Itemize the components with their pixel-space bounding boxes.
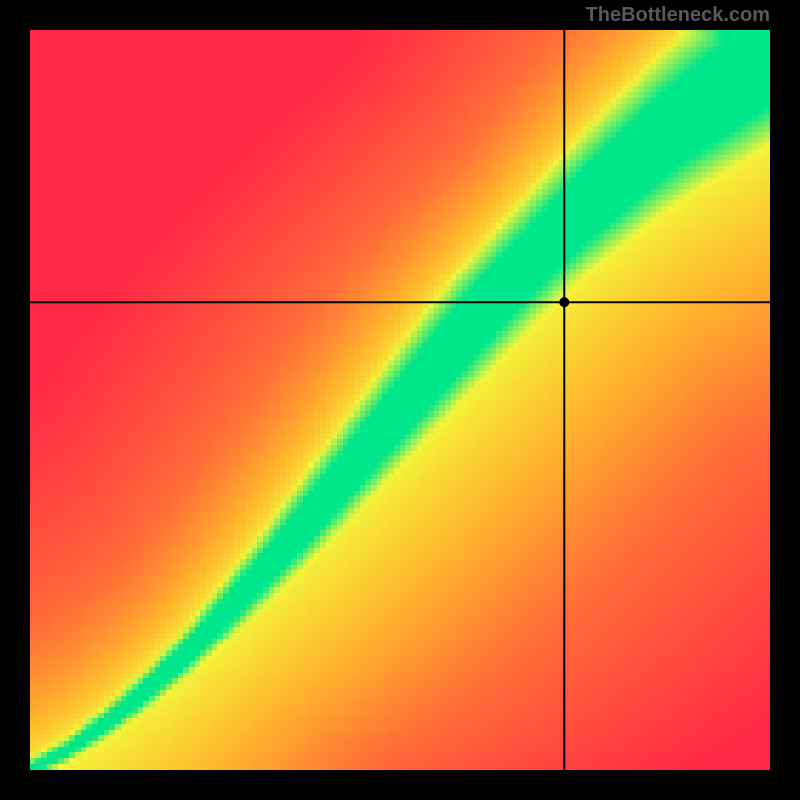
bottleneck-heatmap [30, 30, 770, 770]
watermark-text: TheBottleneck.com [586, 4, 770, 27]
chart-container: TheBottleneck.com [0, 0, 800, 800]
